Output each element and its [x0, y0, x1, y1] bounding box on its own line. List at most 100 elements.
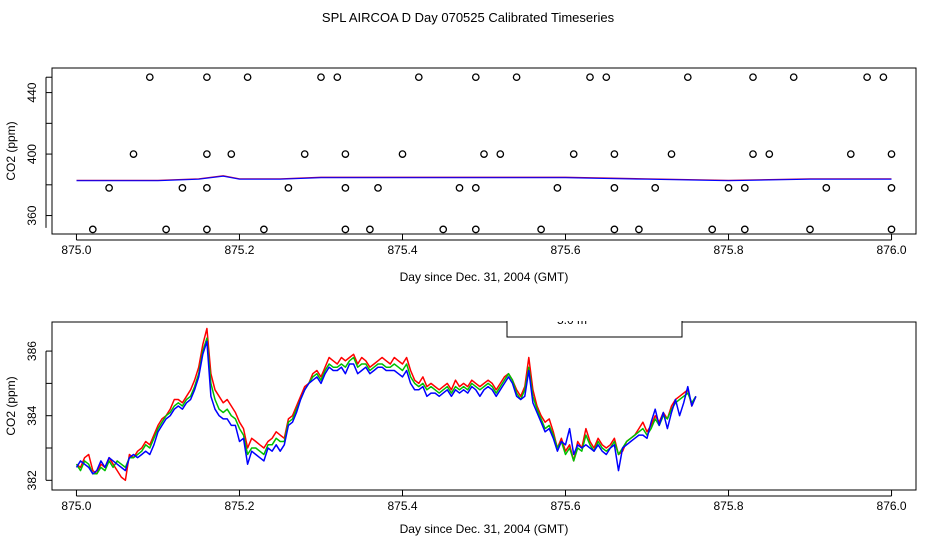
- legend-box: [506, 318, 683, 338]
- scatter-point: [471, 225, 480, 234]
- scatter-point: [333, 73, 342, 82]
- y-tick-label: 386: [25, 341, 39, 361]
- scatter-point: [105, 184, 113, 192]
- top-y-axis: 360 400 440: [25, 76, 52, 228]
- legend-clip-mask: [500, 310, 690, 321]
- scatter-point: [765, 150, 774, 158]
- scatter-point: [683, 73, 692, 82]
- baseline-line-red: [76, 175, 892, 181]
- scatter-point: [740, 225, 749, 234]
- scatter-point: [341, 184, 350, 192]
- scatter-point: [553, 184, 562, 192]
- scatter-point: [651, 184, 660, 192]
- scatter-point: [586, 73, 594, 82]
- top-x-axis: 875.0 875.2 875.4 875.6 875.8 876.0: [61, 234, 907, 257]
- top-y-axis-label: CO2 (ppm): [4, 121, 18, 180]
- scatter-point: [471, 73, 480, 82]
- bottom-x-axis-label: Day since Dec. 31, 2004 (GMT): [400, 522, 569, 536]
- scatter-point: [178, 184, 187, 192]
- scatter-point: [879, 73, 888, 82]
- top-x-axis-label: Day since Dec. 31, 2004 (GMT): [400, 270, 569, 284]
- scatter-point: [569, 150, 578, 158]
- scatter-point: [341, 150, 350, 158]
- x-tick-label: 875.2: [224, 499, 254, 513]
- scatter-point: [822, 184, 831, 192]
- scatter-point: [439, 225, 448, 234]
- scatter-point: [863, 73, 871, 82]
- scatter-point: [300, 150, 309, 158]
- y-tick-label: 382: [25, 470, 39, 490]
- bottom-y-axis: 382 384 386: [25, 341, 52, 490]
- scatter-point: [846, 150, 855, 158]
- scatter-point: [887, 225, 896, 234]
- x-tick-label: 875.6: [550, 243, 580, 257]
- scatter-point: [203, 73, 211, 82]
- scatter-point: [537, 225, 545, 234]
- scatter-point: [610, 150, 619, 158]
- x-tick-label: 875.6: [550, 499, 580, 513]
- scatter-point: [667, 150, 676, 158]
- x-tick-label: 876.0: [877, 243, 907, 257]
- x-tick-label: 876.0: [877, 499, 907, 513]
- bottom-panel: 5.0 m 875.0 875.2 875.4 875.6 875.8 876.0 382…: [4, 310, 917, 536]
- scatter-point: [724, 184, 733, 192]
- scatter-point: [243, 73, 252, 82]
- bottom-plot-marks: [75, 327, 697, 482]
- series-line-green: [75, 337, 697, 475]
- scatter-point: [414, 73, 423, 82]
- scatter-point: [129, 150, 138, 158]
- scatter-point: [480, 150, 488, 158]
- scatter-point: [749, 73, 757, 82]
- scatter-point: [610, 225, 619, 234]
- scatter-point: [398, 150, 407, 158]
- scatter-point: [610, 184, 619, 192]
- y-tick-label: 440: [25, 82, 39, 102]
- legend: 5.0 m: [500, 310, 690, 338]
- scatter-point: [512, 73, 521, 82]
- scatter-point: [374, 184, 382, 192]
- scatter-point: [145, 73, 154, 82]
- y-tick-label: 360: [25, 205, 39, 225]
- scatter-point: [341, 225, 350, 234]
- bottom-x-axis: 875.0 875.2 875.4 875.6 875.8 876.0: [61, 490, 907, 513]
- scatter-point: [88, 225, 97, 234]
- scatter-point: [496, 150, 505, 158]
- scatter-point: [455, 184, 464, 192]
- scatter-point: [366, 225, 374, 234]
- baseline-line-blue: [76, 175, 892, 182]
- scatter-point: [284, 184, 293, 192]
- scatter-point: [602, 73, 611, 82]
- page-title: SPL AIRCOA D Day 070525 Calibrated Times…: [322, 10, 615, 25]
- y-tick-label: 400: [25, 144, 39, 164]
- x-tick-label: 875.8: [714, 243, 744, 257]
- scatter-point: [203, 184, 211, 192]
- series-line-red: [76, 327, 697, 482]
- scatter-point: [317, 73, 325, 82]
- scatter-point: [887, 184, 896, 192]
- scatter-point: [635, 225, 643, 234]
- scatter-point: [471, 184, 480, 192]
- bottom-plot-frame: [51, 321, 917, 491]
- series-line-blue: [75, 340, 697, 475]
- scatter-point: [887, 150, 896, 158]
- x-tick-label: 875.0: [61, 499, 91, 513]
- scatter-point: [789, 73, 798, 82]
- y-tick-label: 384: [25, 405, 39, 425]
- scatter-point: [749, 150, 757, 158]
- scatter-point: [227, 150, 236, 158]
- scatter-point: [203, 150, 211, 158]
- bottom-y-axis-label: CO2 (ppm): [4, 376, 18, 435]
- x-tick-label: 875.4: [387, 243, 417, 257]
- top-panel: 875.0 875.2 875.4 875.6 875.8 876.0 360 400 440…: [4, 67, 917, 284]
- x-tick-label: 875.2: [224, 243, 254, 257]
- x-tick-label: 875.0: [61, 243, 91, 257]
- scatter-point: [260, 225, 268, 234]
- top-plot-frame: [51, 67, 917, 235]
- scatter-point: [162, 225, 170, 234]
- scatter-point: [203, 225, 211, 234]
- scatter-point: [708, 225, 717, 234]
- scatter-point: [740, 184, 749, 192]
- scatter-point: [806, 225, 814, 234]
- top-plot-marks: [76, 73, 896, 234]
